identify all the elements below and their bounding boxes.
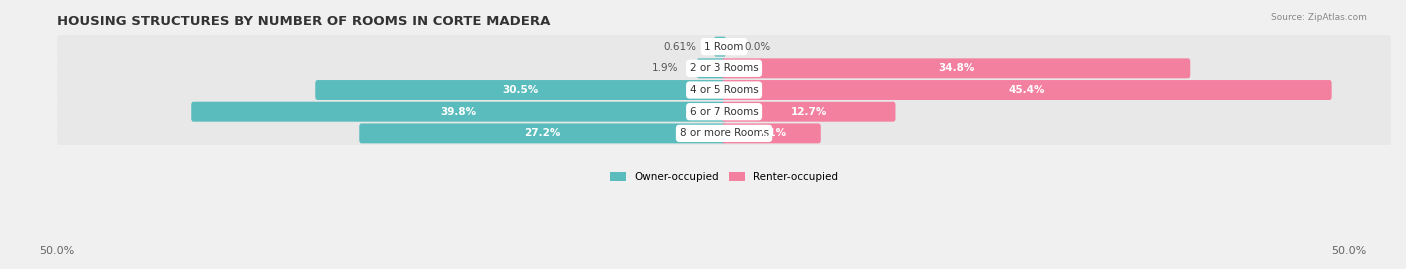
Text: 2 or 3 Rooms: 2 or 3 Rooms [690,63,758,73]
Text: 39.8%: 39.8% [440,107,477,117]
FancyBboxPatch shape [58,119,1391,147]
Text: Source: ZipAtlas.com: Source: ZipAtlas.com [1271,13,1367,22]
Text: 0.61%: 0.61% [664,42,696,52]
FancyBboxPatch shape [58,33,1391,61]
Text: 50.0%: 50.0% [39,246,75,256]
FancyBboxPatch shape [723,123,821,143]
Text: 1 Room: 1 Room [704,42,744,52]
FancyBboxPatch shape [723,80,1331,100]
FancyBboxPatch shape [58,54,1391,82]
FancyBboxPatch shape [360,123,725,143]
FancyBboxPatch shape [315,80,725,100]
Text: 4 or 5 Rooms: 4 or 5 Rooms [690,85,758,95]
Text: 45.4%: 45.4% [1008,85,1045,95]
FancyBboxPatch shape [723,102,896,122]
Text: HOUSING STRUCTURES BY NUMBER OF ROOMS IN CORTE MADERA: HOUSING STRUCTURES BY NUMBER OF ROOMS IN… [58,15,551,28]
Text: 7.1%: 7.1% [756,128,786,138]
FancyBboxPatch shape [697,58,725,78]
Legend: Owner-occupied, Renter-occupied: Owner-occupied, Renter-occupied [606,168,842,187]
Text: 12.7%: 12.7% [790,107,827,117]
Text: 27.2%: 27.2% [524,128,561,138]
FancyBboxPatch shape [58,76,1391,104]
Text: 30.5%: 30.5% [502,85,538,95]
FancyBboxPatch shape [191,102,725,122]
Text: 1.9%: 1.9% [652,63,679,73]
FancyBboxPatch shape [714,37,725,56]
Text: 34.8%: 34.8% [938,63,974,73]
Text: 8 or more Rooms: 8 or more Rooms [679,128,769,138]
Text: 50.0%: 50.0% [1331,246,1367,256]
FancyBboxPatch shape [58,98,1391,126]
Text: 0.0%: 0.0% [744,42,770,52]
FancyBboxPatch shape [723,58,1191,78]
Text: 6 or 7 Rooms: 6 or 7 Rooms [690,107,758,117]
